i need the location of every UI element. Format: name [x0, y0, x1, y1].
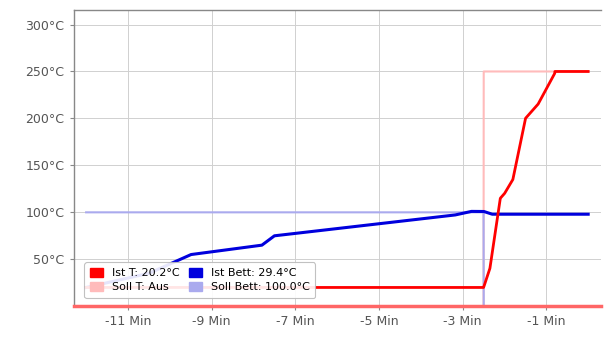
- Legend: Ist T: 20.2°C, Soll T: Aus, Ist Bett: 29.4°C, Soll Bett: 100.0°C: Ist T: 20.2°C, Soll T: Aus, Ist Bett: 29…: [85, 262, 315, 298]
